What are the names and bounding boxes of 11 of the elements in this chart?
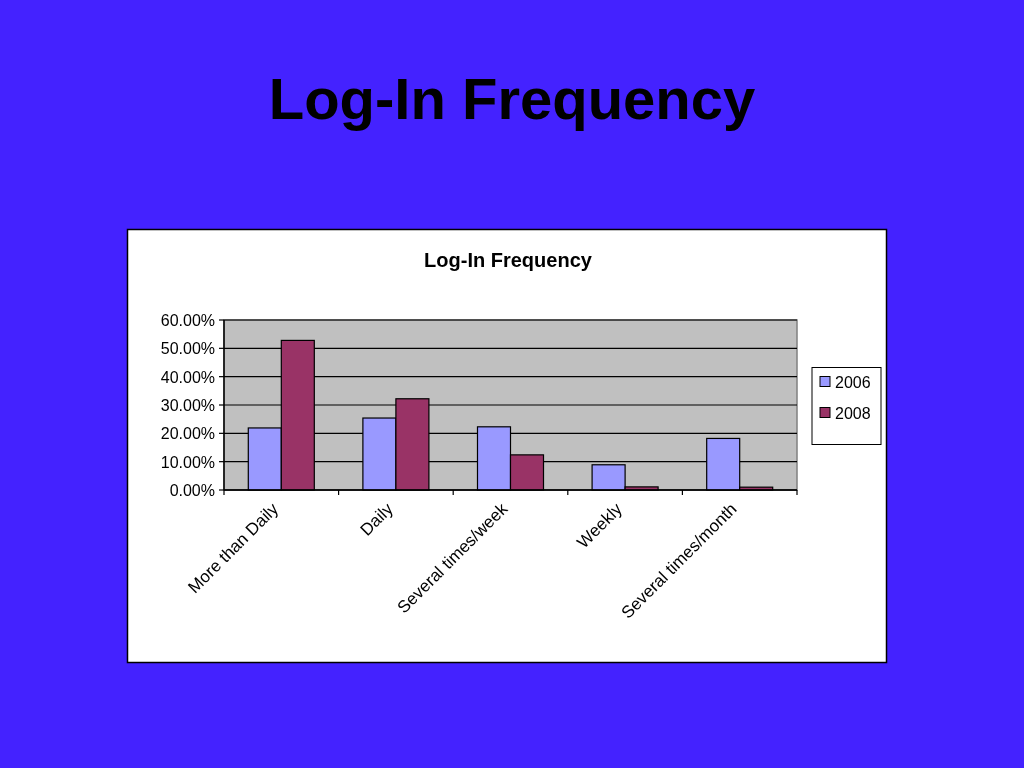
y-tick-label: 10.00% [160,453,215,471]
y-tick-label: 40.00% [160,368,215,386]
y-tick-label: 50.00% [160,340,215,358]
chart-title: Log-In Frequency [268,66,756,131]
y-tick-label: 60.00% [160,312,215,329]
y-tick-label: 20.00% [160,425,215,443]
y-tick-label: 30.00% [160,397,215,414]
legend-label: 2008 [835,404,871,422]
chart-subtitle: Log-In Frequency [424,249,593,271]
legend-label: 2006 [835,373,871,391]
y-tick-label: 0.00% [169,482,215,499]
